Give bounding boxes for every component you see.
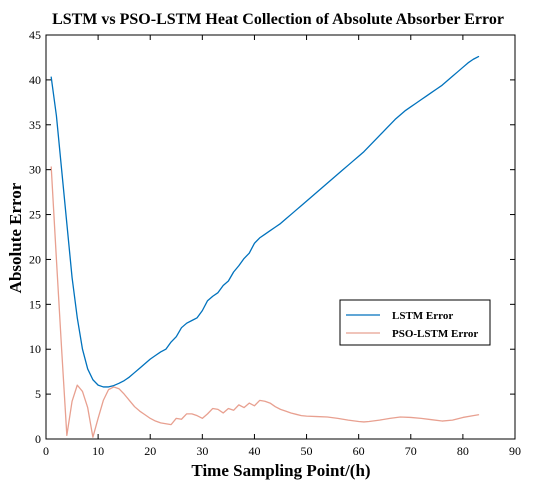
legend-box xyxy=(339,299,491,346)
legend-label-lstm: LSTM Error xyxy=(392,310,453,322)
lstm-error-line xyxy=(50,55,480,388)
y-tick-label: 30 xyxy=(29,163,41,177)
y-tick-label: 15 xyxy=(29,297,41,311)
y-tick-label: 45 xyxy=(29,28,41,42)
x-tick-label: 30 xyxy=(196,444,208,458)
legend-label-pso-lstm: PSO-LSTM Error xyxy=(392,328,478,340)
x-tick-label: 80 xyxy=(457,444,469,458)
pso-lstm-error-line xyxy=(50,166,480,438)
ticks-layer: 0 10 20 30 40 50 60 70 80 90 0 5 10 15 20 25 30 35 40 45 xyxy=(29,28,521,458)
plot-area-frame xyxy=(45,34,516,440)
y-tick-label: 25 xyxy=(29,208,41,222)
x-tick-label: 40 xyxy=(248,444,260,458)
y-tick-label: 5 xyxy=(35,387,41,401)
y-tick-label: 10 xyxy=(29,342,41,356)
x-tick-label: 50 xyxy=(301,444,313,458)
y-tick-label: 20 xyxy=(29,252,41,266)
x-tick-label: 0 xyxy=(43,444,49,458)
x-tick-label: 60 xyxy=(353,444,365,458)
y-axis-label: Absolute Error xyxy=(6,182,25,293)
x-tick-label: 90 xyxy=(509,444,521,458)
axes-layer xyxy=(45,34,516,440)
x-tick-label: 10 xyxy=(92,444,104,458)
x-tick-label: 20 xyxy=(144,444,156,458)
chart-title: LSTM vs PSO-LSTM Heat Collection of Abso… xyxy=(52,11,504,28)
y-tick-label: 0 xyxy=(35,432,41,446)
x-tick-label: 70 xyxy=(405,444,417,458)
x-axis-label: Time Sampling Point/(h) xyxy=(191,461,370,480)
series-layer xyxy=(50,55,480,438)
y-tick-label: 40 xyxy=(29,73,41,87)
legend: LSTM Error PSO-LSTM Error xyxy=(339,299,491,346)
y-tick-label: 35 xyxy=(29,118,41,132)
